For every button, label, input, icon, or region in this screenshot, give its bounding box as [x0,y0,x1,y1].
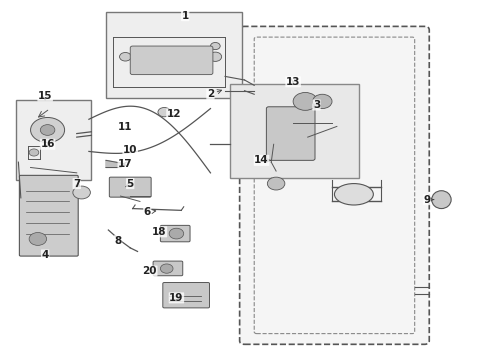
Text: 11: 11 [118,122,132,132]
Polygon shape [106,160,125,167]
Circle shape [210,42,220,50]
Bar [16,100,91,180]
Text: 19: 19 [169,293,183,303]
Circle shape [29,149,39,156]
Text: 4: 4 [41,250,49,260]
Text: 2: 2 [206,89,221,99]
FancyBboxPatch shape [109,177,151,197]
Text: 10: 10 [123,145,137,155]
Circle shape [312,94,331,109]
Text: 1: 1 [181,11,188,21]
Text: 8: 8 [114,236,122,246]
Circle shape [169,228,183,239]
FancyBboxPatch shape [153,261,183,276]
Circle shape [267,177,285,190]
Circle shape [30,117,64,143]
Circle shape [73,186,90,199]
Text: 6: 6 [143,207,155,217]
Text: 16: 16 [40,139,55,149]
Circle shape [29,233,46,246]
Text: 5: 5 [126,179,134,189]
Circle shape [119,53,131,61]
Text: 13: 13 [285,77,300,87]
Circle shape [40,125,55,135]
FancyBboxPatch shape [20,175,78,256]
Ellipse shape [431,191,450,208]
FancyBboxPatch shape [266,107,314,160]
Text: 14: 14 [254,156,270,165]
Text: 18: 18 [152,227,166,237]
FancyBboxPatch shape [239,26,428,344]
Text: 7: 7 [73,179,81,189]
FancyBboxPatch shape [160,225,190,242]
Text: 15: 15 [38,91,52,101]
Circle shape [208,52,221,62]
FancyBboxPatch shape [163,283,209,308]
Bar [106,12,242,98]
Text: 12: 12 [166,109,181,119]
Ellipse shape [334,184,372,205]
Bar [229,84,358,178]
Text: 3: 3 [312,100,320,110]
Circle shape [158,108,170,117]
Text: 9: 9 [423,195,433,204]
Circle shape [292,93,317,111]
FancyBboxPatch shape [130,46,212,75]
Circle shape [160,264,173,273]
Text: 20: 20 [142,266,157,276]
Text: 17: 17 [118,159,132,169]
